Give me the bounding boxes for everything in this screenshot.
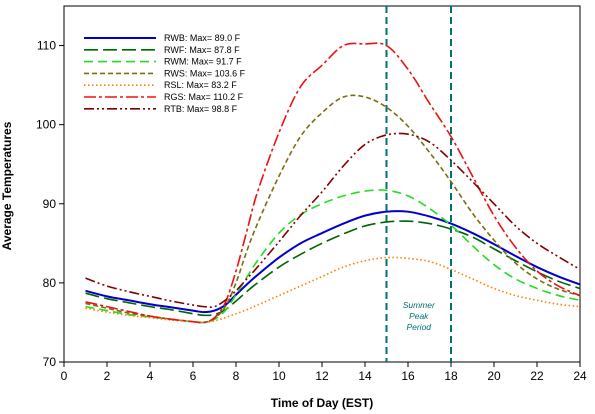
series-line-2 bbox=[85, 220, 581, 317]
annotation-line: Peak bbox=[409, 311, 429, 321]
x-tick-label: 24 bbox=[573, 369, 587, 383]
series-line-6 bbox=[85, 42, 581, 324]
legend-label: RSL: Max= 83.2 F bbox=[164, 80, 237, 90]
y-tick-label: 100 bbox=[36, 118, 56, 132]
x-tick-label: 20 bbox=[487, 369, 501, 383]
legend-label: RTB: Max= 98.8 F bbox=[164, 104, 238, 114]
x-tick-label: 10 bbox=[272, 369, 286, 383]
x-tick-label: 4 bbox=[147, 369, 154, 383]
x-tick-label: 22 bbox=[530, 369, 544, 383]
legend: RWB: Max= 89.0 F RWF: Max= 87.8 F RWM: Max… bbox=[84, 33, 246, 114]
x-tick-label: 18 bbox=[444, 369, 458, 383]
legend-label: RWB: Max= 89.0 F bbox=[164, 33, 241, 43]
x-tick-label: 2 bbox=[104, 369, 111, 383]
x-tick-label: 16 bbox=[401, 369, 415, 383]
x-axis-title: Time of Day (EST) bbox=[271, 396, 373, 410]
y-tick-label: 110 bbox=[37, 39, 56, 53]
x-tick-label: 6 bbox=[190, 369, 197, 383]
annotation-line: Period bbox=[406, 322, 431, 332]
plot-area bbox=[63, 5, 581, 363]
x-tick-label: 8 bbox=[233, 369, 240, 383]
y-tick-label: 80 bbox=[43, 276, 57, 290]
annotation-line: Summer bbox=[403, 300, 436, 310]
legend-label: RWF: Max= 87.8 F bbox=[164, 45, 240, 55]
series-lines bbox=[85, 42, 581, 324]
legend-label: RWS: Max= 103.6 F bbox=[164, 68, 246, 78]
series-line-4 bbox=[85, 94, 581, 324]
legend-label: RWM: Max= 91.7 F bbox=[164, 57, 242, 67]
y-axis-title: Average Temperatures bbox=[0, 121, 14, 250]
x-tick-label: 12 bbox=[315, 369, 329, 383]
x-tick-label: 0 bbox=[61, 369, 68, 383]
x-tick-label: 14 bbox=[358, 369, 372, 383]
legend-label: RGS: Max= 110.2 F bbox=[164, 92, 244, 102]
series-line-7 bbox=[85, 132, 581, 308]
y-tick-label: 90 bbox=[43, 197, 57, 211]
series-line-1 bbox=[85, 210, 581, 314]
period-markers bbox=[385, 6, 452, 362]
series-line-5 bbox=[85, 256, 581, 324]
y-tick-label: 70 bbox=[43, 355, 57, 369]
